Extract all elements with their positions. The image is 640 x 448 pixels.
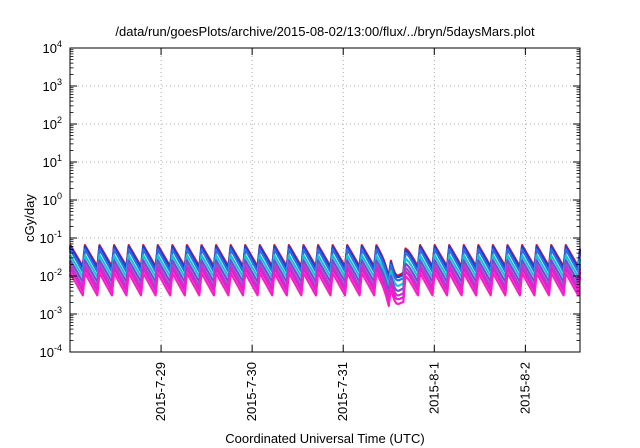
series-line-4 [68, 254, 582, 289]
x-tick-label: 2015-8-1 [426, 362, 441, 414]
series-line-5 [68, 259, 582, 294]
x-tick-label: 2015-7-30 [244, 362, 259, 421]
y-tick-label: 10-2 [40, 267, 62, 284]
plot-series [68, 244, 582, 307]
y-tick-label: 101 [43, 153, 62, 170]
y-tick-label: 10-3 [40, 305, 62, 322]
y-axis: 10-4 10-3 10-2 10-1 100 101 102 103 104 [40, 39, 580, 360]
x-tick-label: 2015-7-31 [335, 362, 350, 421]
series-line-3 [68, 248, 582, 284]
y-tick-label: 104 [43, 39, 62, 56]
x-tick-label: 2015-8-2 [517, 362, 532, 414]
y-tick-label: 10-1 [40, 229, 62, 246]
series-line-8 [68, 271, 582, 307]
y-tick-label: 102 [43, 115, 62, 132]
x-tick-label: 2015-7-29 [153, 362, 168, 421]
y-axis-label: cGy/day [22, 194, 37, 242]
x-axis-label: Coordinated Universal Time (UTC) [225, 431, 424, 446]
y-tick-label: 100 [43, 191, 62, 208]
y-tick-label: 10-4 [40, 343, 62, 360]
y-tick-label: 103 [43, 77, 62, 94]
series-line-7 [68, 267, 582, 303]
plot-grid [70, 48, 580, 352]
chart-title: /data/run/goesPlots/archive/2015-08-02/1… [115, 24, 535, 39]
x-axis: 2015-7-29 2015-7-30 2015-7-31 2015-8-1 2015-… [153, 48, 532, 421]
